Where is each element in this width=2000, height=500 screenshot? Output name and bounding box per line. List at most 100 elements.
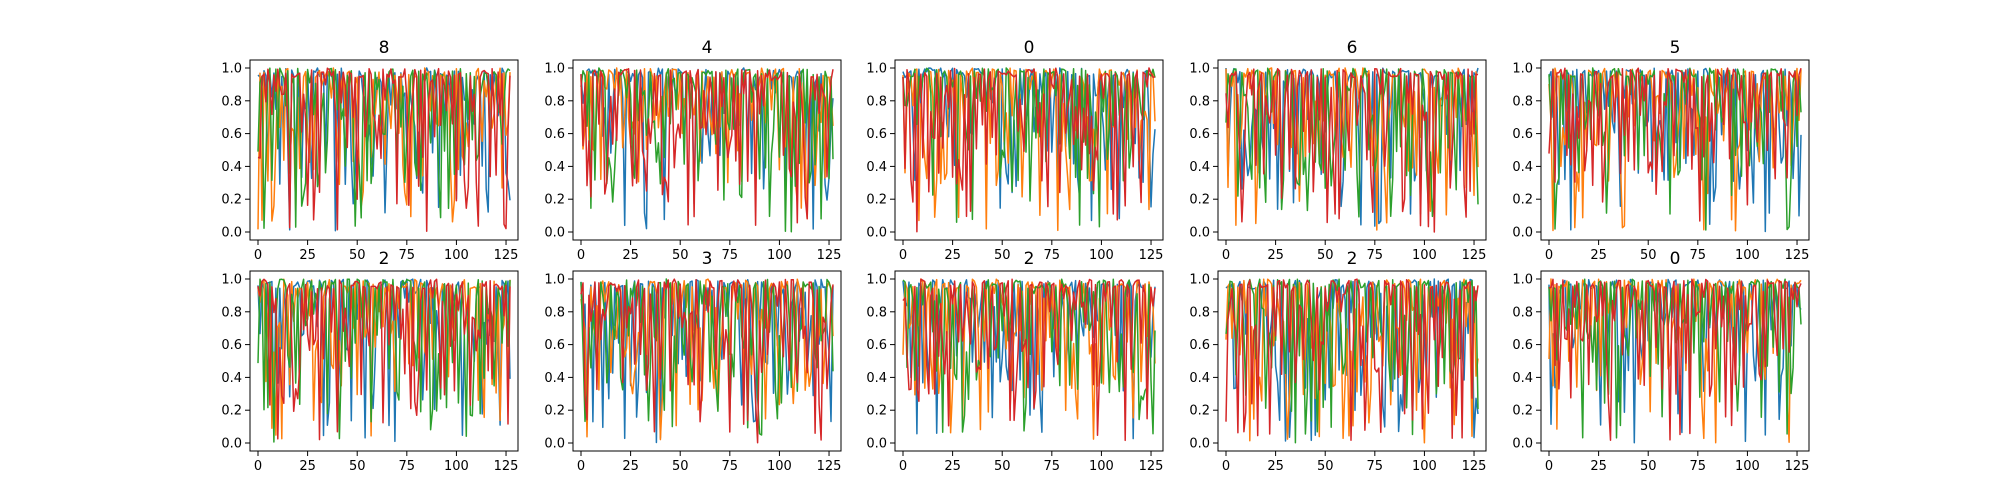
x-tick-label: 25 <box>1590 459 1607 474</box>
x-tick-label: 75 <box>722 459 739 474</box>
axes-frame <box>894 59 1164 241</box>
y-tick-label: 0.2 <box>1189 404 1210 419</box>
x-tick-label: 125 <box>817 459 842 474</box>
y-tick-label: 0.0 <box>866 226 887 241</box>
y-tick-label: 0.2 <box>1512 193 1533 208</box>
panel-title: 3 <box>702 249 713 269</box>
x-tick-label: 100 <box>1412 248 1437 263</box>
y-tick-label: 1.0 <box>866 62 887 77</box>
y-tick-label: 1.0 <box>1512 273 1533 288</box>
x-tick-label: 100 <box>767 459 792 474</box>
series-line-3 <box>257 67 511 233</box>
x-tick-label: 50 <box>994 248 1011 263</box>
panel-title: 0 <box>1024 38 1035 58</box>
series-line-3 <box>580 278 834 444</box>
y-tick-label: 0.6 <box>1512 338 1533 353</box>
x-tick-label: 125 <box>1139 248 1164 263</box>
axes-frame <box>1540 59 1810 241</box>
x-tick-label: 75 <box>399 459 416 474</box>
y-tick-label: 0.4 <box>1512 371 1533 386</box>
y-tick-label: 0.8 <box>221 94 242 109</box>
x-tick-label: 0 <box>1222 459 1230 474</box>
x-tick-label: 75 <box>399 248 416 263</box>
panel-title: 2 <box>1024 249 1035 269</box>
y-tick-label: 0.6 <box>221 127 242 142</box>
x-tick-label: 25 <box>622 459 639 474</box>
y-tick-label: 0.8 <box>866 305 887 320</box>
y-tick-label: 0.6 <box>866 338 887 353</box>
y-tick-label: 1.0 <box>221 273 242 288</box>
x-tick-label: 125 <box>1462 248 1487 263</box>
series-line-2 <box>1225 67 1479 218</box>
subplot-4: 0 25 50 75 100 125 0.0 0.2 0.4 0.6 0.8 1.0 5 <box>1512 38 1810 263</box>
x-tick-label: 100 <box>767 248 792 263</box>
x-tick-label: 125 <box>1785 248 1810 263</box>
x-tick-label: 0 <box>1222 248 1230 263</box>
axes-frame <box>572 270 842 452</box>
y-tick-label: 0.8 <box>221 305 242 320</box>
x-tick-label: 25 <box>299 248 316 263</box>
panel-title: 2 <box>379 249 390 269</box>
x-tick-label: 25 <box>1590 248 1607 263</box>
y-tick-label: 0.6 <box>544 127 565 142</box>
panel-title: 8 <box>379 38 390 58</box>
y-tick-label: 0.0 <box>221 437 242 452</box>
y-tick-label: 0.2 <box>544 404 565 419</box>
series-line-3 <box>1548 278 1802 441</box>
subplot-3: 0 25 50 75 100 125 0.0 0.2 0.4 0.6 0.8 1.0 6 <box>1189 38 1487 263</box>
subplot-5: 0 25 50 75 100 125 0.0 0.2 0.4 0.6 0.8 1.0 2 <box>221 249 519 474</box>
series-line-1 <box>1548 67 1802 232</box>
y-tick-label: 0.8 <box>544 94 565 109</box>
panel-title: 4 <box>702 38 713 58</box>
series-line-2 <box>902 67 1156 228</box>
subplot-6: 0 25 50 75 100 125 0.0 0.2 0.4 0.6 0.8 1.0 3 <box>544 249 842 474</box>
series-line-3 <box>580 68 834 227</box>
x-tick-label: 0 <box>899 459 907 474</box>
series-line-3 <box>257 278 511 441</box>
x-tick-label: 25 <box>1267 459 1284 474</box>
y-tick-label: 0.0 <box>544 226 565 241</box>
x-tick-label: 0 <box>577 248 585 263</box>
x-tick-label: 0 <box>577 459 585 474</box>
y-tick-label: 1.0 <box>221 62 242 77</box>
y-tick-label: 0.4 <box>544 160 565 175</box>
y-tick-label: 0.4 <box>544 371 565 386</box>
y-tick-label: 0.8 <box>544 305 565 320</box>
subplot-2: 0 25 50 75 100 125 0.0 0.2 0.4 0.6 0.8 1.0 0 <box>866 38 1164 263</box>
y-tick-label: 0.4 <box>1189 160 1210 175</box>
y-tick-label: 0.0 <box>1189 226 1210 241</box>
series-line-2 <box>580 67 834 233</box>
y-tick-label: 0.8 <box>866 94 887 109</box>
y-tick-label: 0.4 <box>221 160 242 175</box>
y-tick-label: 0.2 <box>544 193 565 208</box>
y-tick-label: 0.4 <box>1189 371 1210 386</box>
y-tick-label: 1.0 <box>866 273 887 288</box>
x-tick-label: 50 <box>994 459 1011 474</box>
subplot-9: 0 25 50 75 100 125 0.0 0.2 0.4 0.6 0.8 1.0 0 <box>1512 249 1810 474</box>
x-tick-label: 25 <box>299 459 316 474</box>
x-tick-label: 25 <box>622 248 639 263</box>
series-line-3 <box>1548 67 1802 222</box>
x-tick-label: 75 <box>1044 248 1061 263</box>
x-tick-label: 50 <box>1640 248 1657 263</box>
y-tick-label: 0.4 <box>866 160 887 175</box>
x-tick-label: 100 <box>444 459 469 474</box>
panel-title: 2 <box>1347 249 1358 269</box>
x-tick-label: 75 <box>1690 248 1707 263</box>
x-tick-label: 50 <box>1640 459 1657 474</box>
x-tick-label: 0 <box>254 248 262 263</box>
x-tick-label: 125 <box>494 459 519 474</box>
y-tick-label: 0.0 <box>1189 437 1210 452</box>
y-tick-label: 1.0 <box>1189 273 1210 288</box>
y-tick-label: 0.0 <box>1512 437 1533 452</box>
axes-frame <box>249 270 519 452</box>
y-tick-label: 0.2 <box>866 193 887 208</box>
x-tick-label: 50 <box>1317 248 1334 263</box>
axes-frame <box>894 270 1164 452</box>
y-tick-label: 0.8 <box>1189 305 1210 320</box>
y-tick-label: 0.0 <box>221 226 242 241</box>
y-tick-label: 0.4 <box>221 371 242 386</box>
series-line-3 <box>902 67 1156 233</box>
x-tick-label: 50 <box>1317 459 1334 474</box>
